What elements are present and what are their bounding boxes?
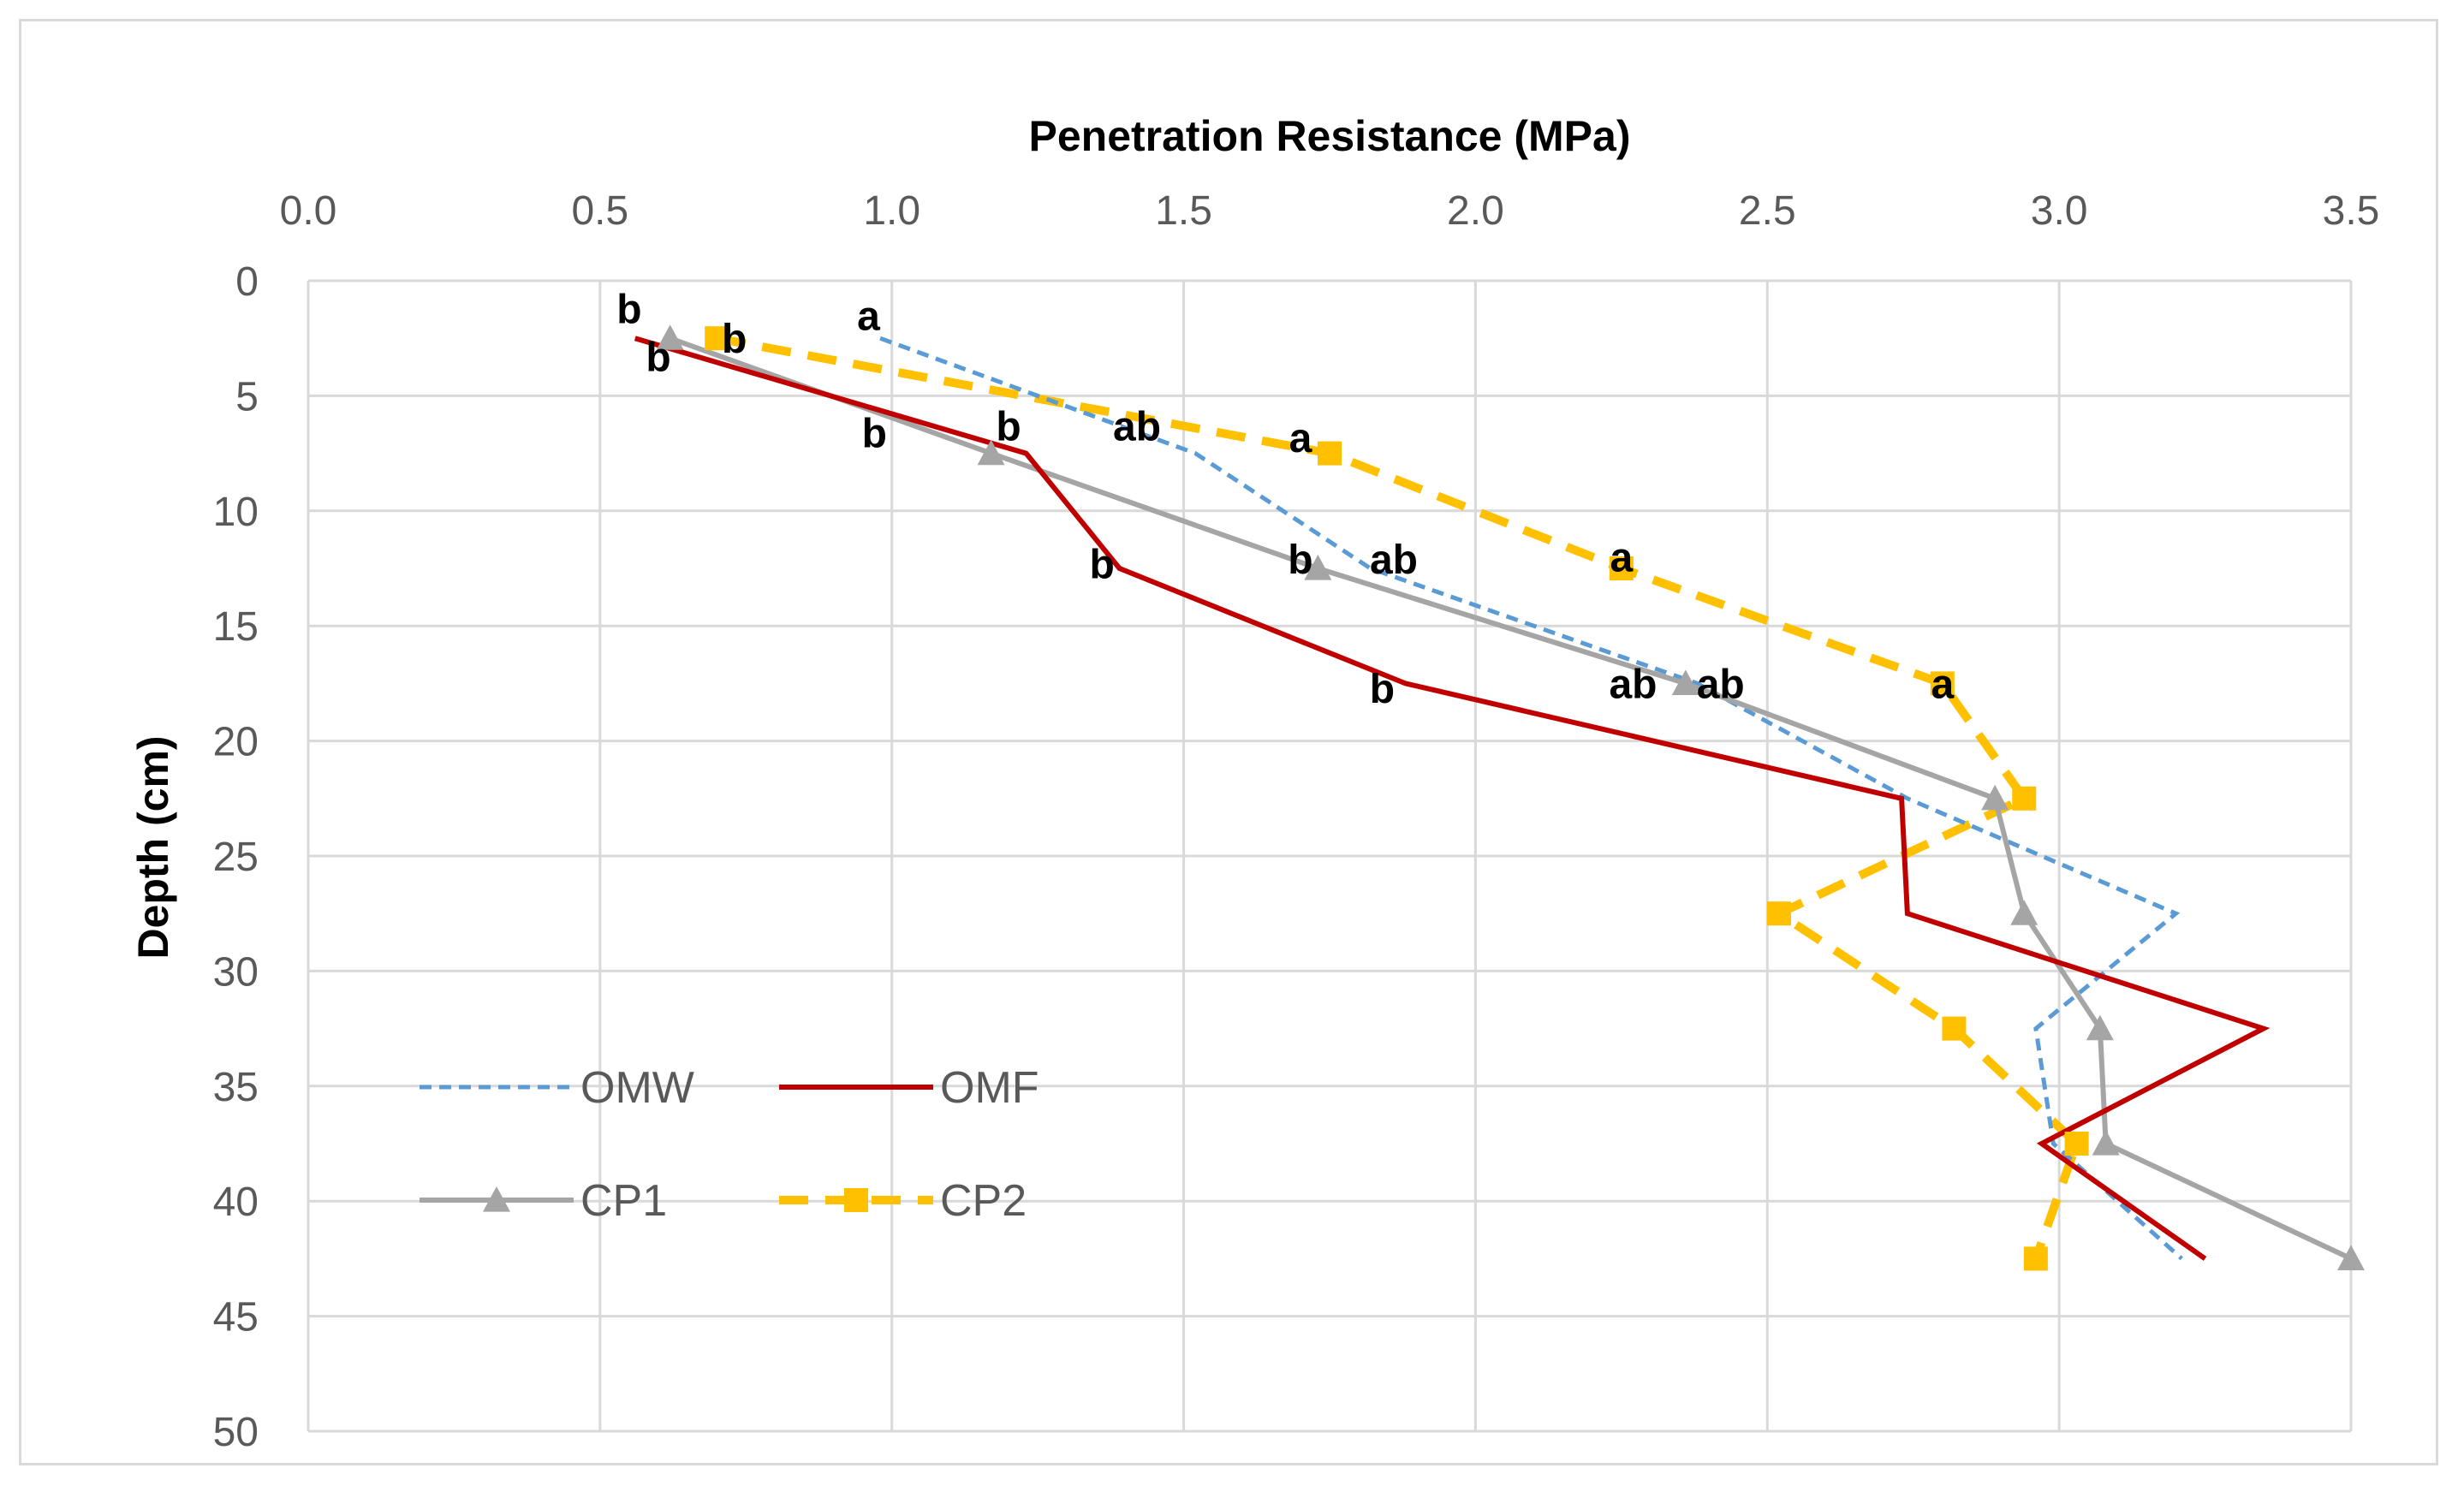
data-point-cp2 [2023,1246,2048,1271]
x-axis-title: Penetration Resistance (MPa) [1029,112,1631,160]
significance-label: a [1931,662,1954,707]
series-line-cp2 [716,334,2082,1261]
data-point-cp2 [1318,441,1342,466]
significance-label: ab [1609,662,1657,707]
significance-label: ab [1370,538,1418,583]
y-tick-label: 0 [235,259,259,305]
y-tick-label: 40 [213,1180,259,1225]
data-point-cp1 [2092,1130,2120,1156]
significance-label: a [1610,536,1634,581]
y-tick-label: 25 [213,835,259,880]
series-line-omw [879,336,2183,1261]
x-tick-label: 1.0 [863,188,920,234]
series-markers [656,324,2365,1271]
significance-label: a [1289,416,1312,461]
legend-marker-cp2 [844,1188,868,1212]
legend-label-cp2: CP2 [940,1176,1027,1226]
x-tick-label: 2.0 [1447,188,1504,234]
data-point-cp2 [2064,1132,2089,1156]
data-point-cp1 [1981,784,2009,811]
significance-label: b [646,336,670,381]
x-tick-label: 0.0 [280,188,337,234]
data-point-cp1 [977,439,1005,466]
data-point-cp2 [705,326,729,351]
legend: OMW OMF CP1 CP2 [420,1063,1039,1226]
y-tick-label: 10 [213,490,259,535]
significance-label: ab [1697,662,1745,707]
significance-label: b [996,404,1021,449]
significance-label: b [722,317,747,362]
legend-marker-cp1 [483,1186,510,1212]
data-point-cp2 [1766,901,1791,926]
significance-label: b [862,411,887,456]
data-point-cp2 [1942,1016,1967,1041]
significance-label: b [616,287,641,332]
data-point-cp2 [1609,556,1634,580]
data-point-cp1 [656,324,684,350]
legend-label-cp1: CP1 [580,1176,667,1226]
gridlines [307,279,2353,1433]
significance-label: a [857,294,880,339]
significance-label: b [1288,538,1312,583]
significance-labels: bb bab b ab ab b ab ab ab ab a [616,287,1954,712]
y-tick-label: 20 [213,720,259,765]
x-tick-label: 1.5 [1155,188,1212,234]
x-tick-label: 2.5 [1739,188,1796,234]
legend-label-omw: OMW [580,1063,694,1113]
series-line-omf [634,336,2271,1261]
significance-label: ab [1113,404,1161,449]
y-axis-title: Depth (cm) [129,735,177,959]
significance-label: b [1089,543,1114,588]
y-tick-label: 5 [235,374,259,419]
data-point-cp1 [2086,1014,2114,1041]
y-axis-ticks: 0 5 10 15 20 25 30 35 40 45 50 [213,259,259,1455]
y-tick-label: 35 [213,1065,259,1110]
y-tick-label: 45 [213,1295,259,1340]
data-point-cp2 [2012,786,2037,811]
x-tick-label: 3.5 [2323,188,2380,234]
significance-label: b [1370,667,1395,712]
data-point-cp1 [1671,669,1699,695]
y-tick-label: 30 [213,949,259,995]
data-point-cp1 [1304,555,1332,580]
series-line-cp1 [669,336,2353,1262]
data-point-cp1 [2010,900,2038,925]
y-tick-label: 50 [213,1410,259,1455]
x-tick-label: 3.0 [2031,188,2088,234]
data-point-cp1 [2337,1245,2365,1270]
data-point-cp2 [1930,671,1955,696]
legend-label-omf: OMF [940,1063,1039,1113]
x-axis-ticks: 0.0 0.5 1.0 1.5 2.0 2.5 3.0 3.5 [280,188,2380,234]
y-tick-label: 15 [213,604,259,650]
x-tick-label: 0.5 [571,188,628,234]
